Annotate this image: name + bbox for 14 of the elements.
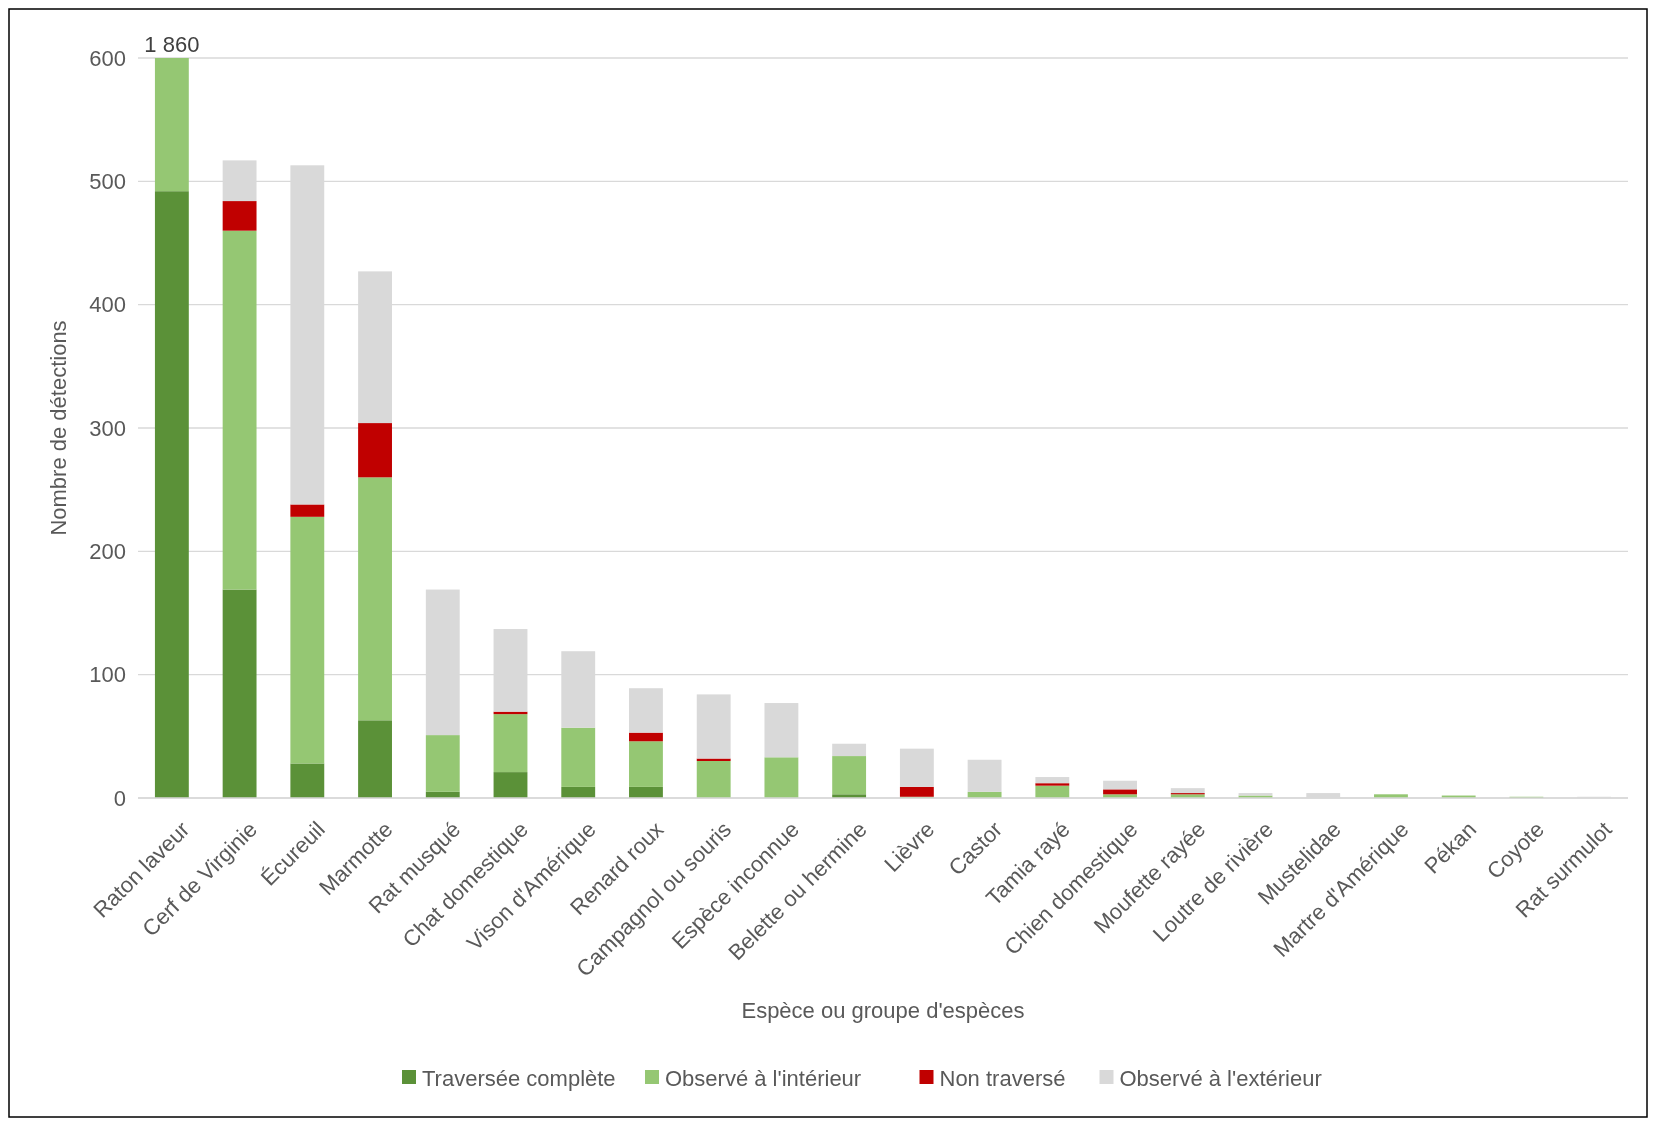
y-tick-label: 300 xyxy=(89,415,126,441)
x-axis-title: Espèce ou groupe d'espèces xyxy=(741,998,1025,1023)
y-tick-label: 400 xyxy=(89,292,126,318)
y-tick-label: 200 xyxy=(89,539,126,565)
y-tick-label: 0 xyxy=(113,785,126,811)
y-axis-title: Nombre de détections xyxy=(46,320,71,536)
y-tick-label: 500 xyxy=(89,169,126,195)
y-tick-label: 600 xyxy=(89,45,126,71)
y-tick-label: 100 xyxy=(89,662,126,688)
legend-label: Non traversé xyxy=(939,1065,1066,1091)
annotation: 1 860 xyxy=(144,32,200,57)
legend-label: Observé à l'extérieur xyxy=(1119,1065,1322,1091)
legend-label: Traversée complète xyxy=(422,1065,616,1091)
legend-label: Observé à l'intérieur xyxy=(665,1065,862,1091)
